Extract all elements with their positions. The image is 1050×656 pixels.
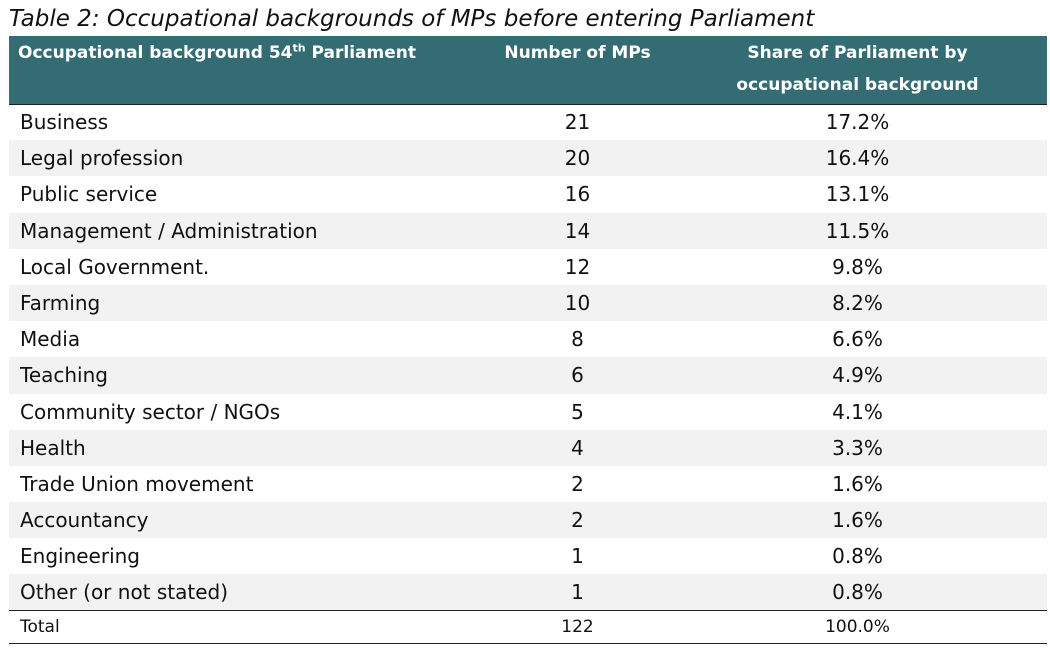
table-caption: Table 2: Occupational backgrounds of MPs… xyxy=(9,6,815,32)
header-col1-main: Occupational background 54 xyxy=(18,43,293,63)
row-share: 4.9% xyxy=(668,357,1047,394)
row-count: 4 xyxy=(487,429,668,466)
row-share: 9.8% xyxy=(832,254,883,279)
row-category: Management / Administration xyxy=(9,212,487,249)
table-row: Accountancy 2 1.6% xyxy=(9,502,1047,539)
row-category: Accountancy xyxy=(9,502,487,539)
table-row: Business 21 17.2% xyxy=(9,104,1047,140)
row-share: 0.8% xyxy=(668,574,1047,611)
table-row: Engineering 1 0.8% xyxy=(9,538,1047,574)
row-count: 2 xyxy=(487,502,668,539)
row-share: 17.2% xyxy=(825,110,890,135)
row-share: 13.1% xyxy=(825,182,890,207)
total-count: 122 xyxy=(487,610,668,645)
row-share: 4.1% xyxy=(832,399,883,424)
total-row: Total 122 100.0% xyxy=(9,610,1047,645)
row-category: Farming xyxy=(9,284,487,322)
table-row: Community sector / NGOs 5 4.1% xyxy=(9,394,1047,430)
header-number-of-mps: Number of MPs xyxy=(487,36,668,105)
table-row: Management / Administration 14 11.5% xyxy=(9,212,1047,249)
row-count: 1 xyxy=(487,574,668,611)
row-count: 8 xyxy=(571,327,584,352)
header-occupational-background: Occupational background 54th Parliament xyxy=(9,36,487,105)
header-col3-line1: Share of Parliament by xyxy=(747,43,968,63)
table-row: Teaching 6 4.9% xyxy=(9,357,1047,394)
row-share: 16.4% xyxy=(668,140,1047,177)
table-row: Other (or not stated) 1 0.8% xyxy=(9,574,1047,611)
row-share: 0.8% xyxy=(832,544,883,569)
row-share: 6.6% xyxy=(832,327,883,352)
table-header-row: Occupational background 54th Parliament … xyxy=(9,36,1047,105)
row-category: Business xyxy=(20,110,109,135)
row-category: Legal profession xyxy=(9,140,487,177)
table-row: Health 4 3.3% xyxy=(9,429,1047,466)
row-count: 10 xyxy=(487,284,668,322)
header-share-of-parliament: Share of Parliament by occupational backg… xyxy=(668,36,1047,105)
row-count: 5 xyxy=(571,399,584,424)
row-category: Health xyxy=(9,429,487,466)
table-row: Trade Union movement 2 1.6% xyxy=(9,466,1047,502)
row-share: 1.6% xyxy=(668,502,1047,539)
table-body: Business 21 17.2% Legal profession 20 16.4% Pu… xyxy=(9,104,1047,611)
row-count: 21 xyxy=(564,110,591,135)
row-count: 14 xyxy=(487,212,668,249)
row-count: 20 xyxy=(487,140,668,177)
row-count: 6 xyxy=(487,357,668,394)
total-label: Total xyxy=(9,610,487,645)
row-count: 16 xyxy=(564,182,591,207)
total-share: 100.0% xyxy=(668,610,1047,645)
table-row: Legal profession 20 16.4% xyxy=(9,140,1047,177)
row-category: Local Government. xyxy=(20,254,210,279)
table-row: Public service 16 13.1% xyxy=(9,176,1047,212)
row-category: Other (or not stated) xyxy=(9,574,487,611)
row-category: Engineering xyxy=(20,544,140,569)
row-category: Trade Union movement xyxy=(20,471,254,496)
row-share: 8.2% xyxy=(668,284,1047,322)
header-col1-superscript: th xyxy=(292,41,306,55)
row-share: 1.6% xyxy=(832,471,883,496)
header-col3-line2: occupational background xyxy=(736,75,979,95)
row-share: 11.5% xyxy=(668,212,1047,249)
row-category: Teaching xyxy=(9,357,487,394)
row-count: 1 xyxy=(571,544,584,569)
row-share: 3.3% xyxy=(668,429,1047,466)
occupations-table: Occupational background 54th Parliament … xyxy=(9,36,1047,645)
row-count: 2 xyxy=(571,471,584,496)
table-row: Farming 10 8.2% xyxy=(9,284,1047,322)
header-col1-tail: Parliament xyxy=(305,43,416,63)
row-category: Public service xyxy=(20,182,158,207)
table-row: Media 8 6.6% xyxy=(9,321,1047,357)
row-count: 12 xyxy=(564,254,591,279)
row-category: Media xyxy=(20,327,81,352)
table-row: Local Government. 12 9.8% xyxy=(9,249,1047,285)
row-category: Community sector / NGOs xyxy=(20,399,281,424)
